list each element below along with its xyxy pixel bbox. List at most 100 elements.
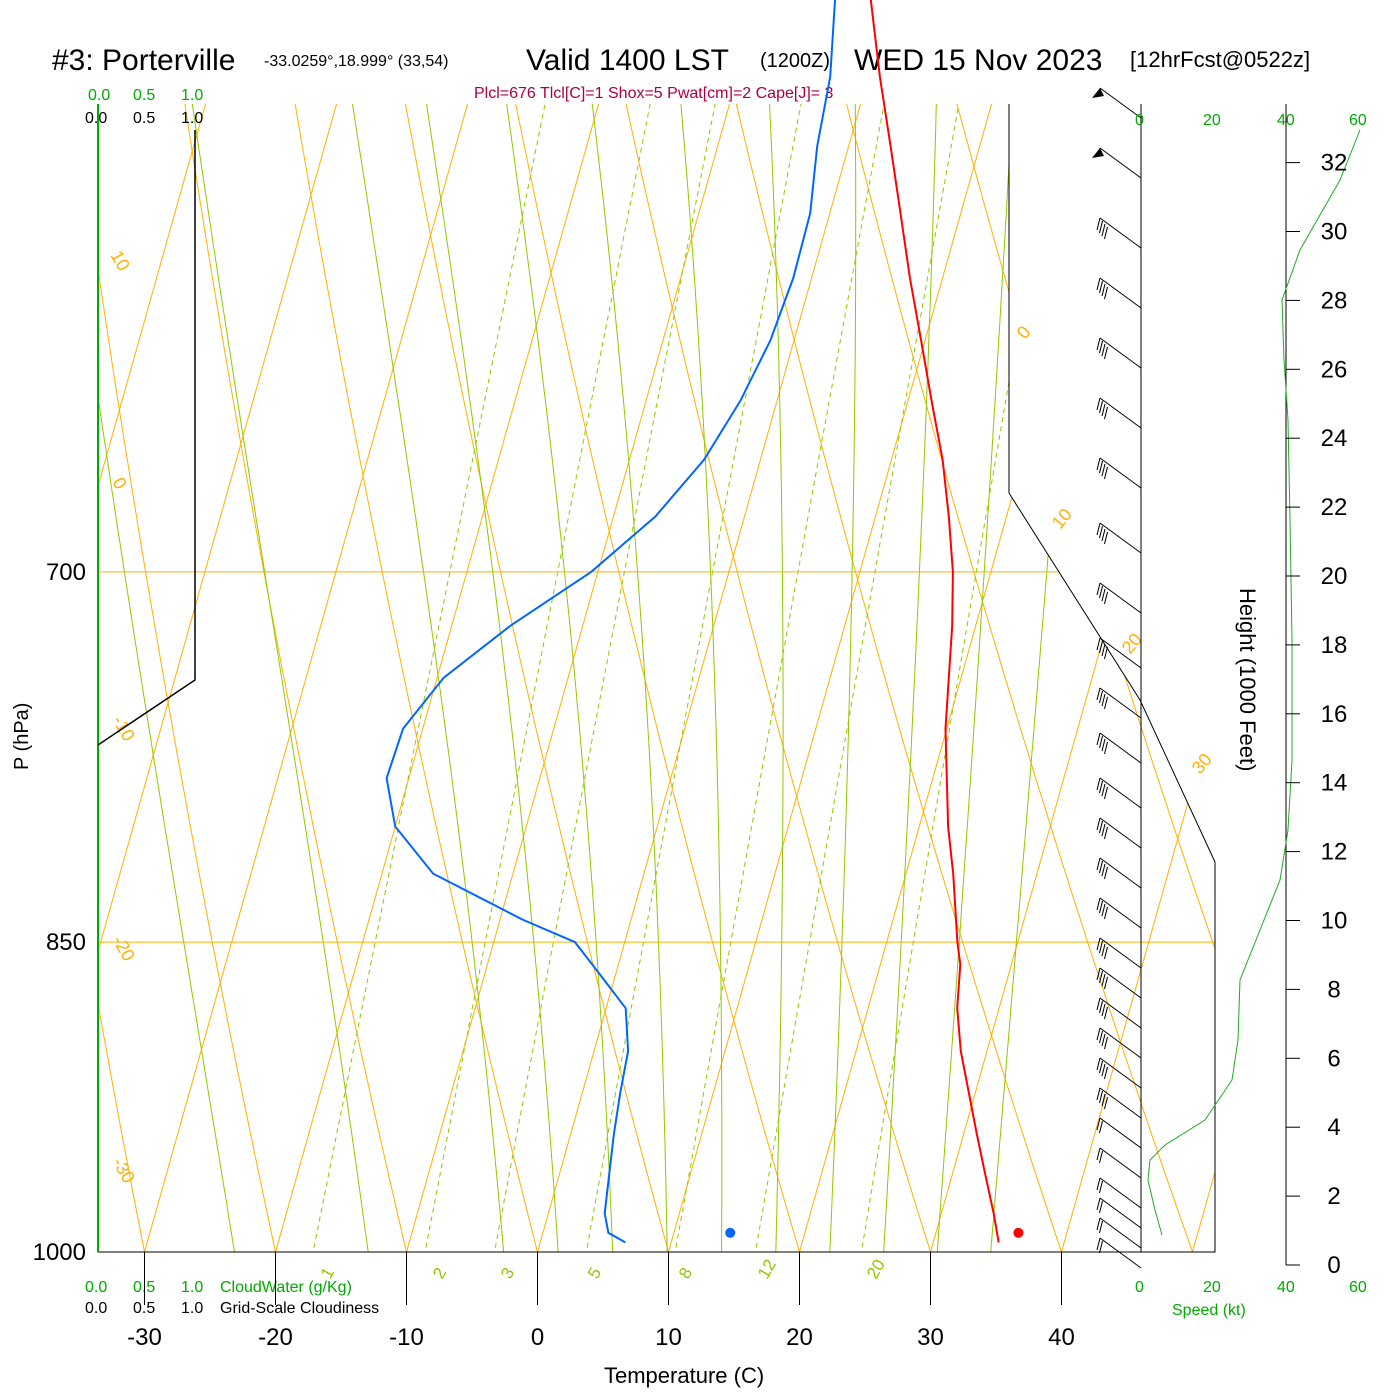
moist-adiabat — [165, 104, 512, 1252]
wind-barb — [1096, 337, 1142, 369]
mixing-ratio-label: 12 — [754, 1256, 780, 1282]
wind-barb — [1092, 147, 1142, 179]
moist-adiabat — [877, 104, 944, 1252]
isotherm-line — [275, 104, 1020, 1252]
height-profile-line — [1147, 129, 1361, 1236]
temperature-tick-label: -10 — [389, 1324, 424, 1351]
isotherm-label: 0 — [1013, 322, 1035, 343]
x-axis-label: Temperature (C) — [604, 1363, 764, 1388]
mixing-ratio-line — [294, 104, 669, 1252]
dewpoint-profile — [385, 0, 837, 1244]
plot-frame — [97, 104, 1216, 1253]
height-tick-label: 16 — [1321, 701, 1348, 728]
temperature-profile — [869, 0, 1000, 1243]
isotherm-label: 20 — [1118, 629, 1146, 657]
speed-top-60: 60 — [1349, 112, 1367, 129]
speed-top-40: 40 — [1277, 112, 1295, 129]
cloud-bottom-green-2: 1.0 — [181, 1279, 203, 1296]
isotherm-label: -30 — [109, 1154, 139, 1187]
moist-adiabat — [98, 104, 381, 1252]
moist-adiabat — [229, 104, 565, 1252]
moist-adiabat — [982, 104, 1172, 1252]
dry-adiabat — [1238, 0, 1400, 1345]
wind-barb — [1096, 1237, 1142, 1269]
mixing-ratio-line — [738, 104, 1069, 1252]
wind-barb — [1096, 777, 1142, 809]
mixing-ratio-label: 8 — [675, 1264, 696, 1282]
dry-adiabat — [98, 104, 297, 1252]
dry-adiabat — [98, 104, 430, 1252]
wind-barb — [1096, 1057, 1142, 1089]
cloud-bottom-black-1: 0.5 — [133, 1300, 155, 1317]
isotherm-line — [1192, 104, 1215, 1252]
mixing-ratio-label: 20 — [863, 1256, 889, 1282]
wind-barb — [1096, 457, 1142, 489]
isotherm-label: -20 — [109, 932, 139, 965]
dry-adiabat — [714, 104, 1215, 1252]
station-title: #3: Porterville — [52, 44, 235, 77]
dry-adiabat — [278, 104, 828, 1252]
cloud-top-black-1: 0.5 — [133, 110, 155, 127]
pressure-tick-label: 1000 — [33, 1239, 86, 1266]
height-tick-label: 24 — [1321, 425, 1348, 452]
valid-time: Valid 1400 LST — [526, 44, 729, 77]
dry-adiabat — [1063, 104, 1215, 1252]
mixing-ratio-label: 5 — [584, 1264, 605, 1282]
height-tick-label: 4 — [1327, 1114, 1340, 1141]
speed-bottom-40: 40 — [1277, 1279, 1295, 1296]
wind-barb — [1096, 1177, 1142, 1209]
isotherm-line — [98, 104, 103, 1252]
mixing-ratio-label: 3 — [497, 1264, 518, 1282]
wind-barb — [1096, 997, 1142, 1029]
valid-date: WED 15 Nov 2023 — [854, 44, 1102, 77]
wind-barb — [1096, 967, 1142, 999]
pressure-tick-label: 850 — [46, 929, 86, 956]
isotherm-line — [406, 104, 1151, 1252]
wind-barb — [1096, 637, 1142, 669]
moist-adiabat — [98, 104, 250, 1252]
wind-barb — [1096, 1197, 1142, 1229]
speed-top-20: 20 — [1203, 112, 1221, 129]
temperature-tick-label: 10 — [655, 1324, 682, 1351]
dry-adiabat — [888, 104, 1215, 1252]
isotherm-label: 10 — [107, 247, 134, 274]
dry-adiabat — [366, 104, 961, 1252]
wind-barb — [1096, 1117, 1142, 1149]
moist-adiabat — [303, 104, 617, 1252]
cloud-column: 0.0 0.5 1.0 0.0 0.5 1.0 0.0 0.5 1.0 Clou… — [85, 87, 379, 1317]
moist-adiabat — [742, 104, 857, 1252]
surface-temperature-point — [1013, 1227, 1024, 1238]
height-axis-label: Height (1000 Feet) — [1235, 588, 1260, 771]
mixing-ratio-line — [476, 104, 834, 1252]
isotherm-line — [537, 104, 1215, 1252]
background-grid — [98, 0, 1400, 1345]
speed-bottom-60: 60 — [1349, 1279, 1367, 1296]
isotherm-line — [98, 104, 758, 1252]
height-tick-label: 0 — [1327, 1252, 1340, 1279]
height-tick-label: 32 — [1321, 150, 1348, 177]
moist-adiabat — [930, 104, 1049, 1252]
height-tick-label: 18 — [1321, 632, 1348, 659]
height-tick-label: 22 — [1321, 494, 1348, 521]
dry-adiabat — [104, 104, 562, 1252]
wind-barb — [1096, 397, 1142, 429]
profiles — [385, 0, 1024, 1244]
wind-barb — [1096, 1087, 1142, 1119]
speed-top-0: 0 — [1135, 112, 1144, 129]
cloud-bottom-black-0: 0.0 — [85, 1300, 107, 1317]
wind-barb — [1096, 857, 1142, 889]
height-tick-label: 14 — [1321, 770, 1348, 797]
wind-barb — [1096, 732, 1142, 764]
wind-barb — [1096, 687, 1142, 719]
wind-barb — [1096, 937, 1142, 969]
wind-barb — [1096, 897, 1142, 929]
cloud-top-black-2: 1.0 — [181, 110, 203, 127]
mixing-ratio-line — [658, 104, 997, 1252]
zulu-time: (1200Z) — [760, 50, 830, 72]
pressure-tick-label: 700 — [46, 559, 86, 586]
wind-barbs — [1092, 87, 1142, 1269]
mixing-ratio-line — [406, 104, 771, 1252]
